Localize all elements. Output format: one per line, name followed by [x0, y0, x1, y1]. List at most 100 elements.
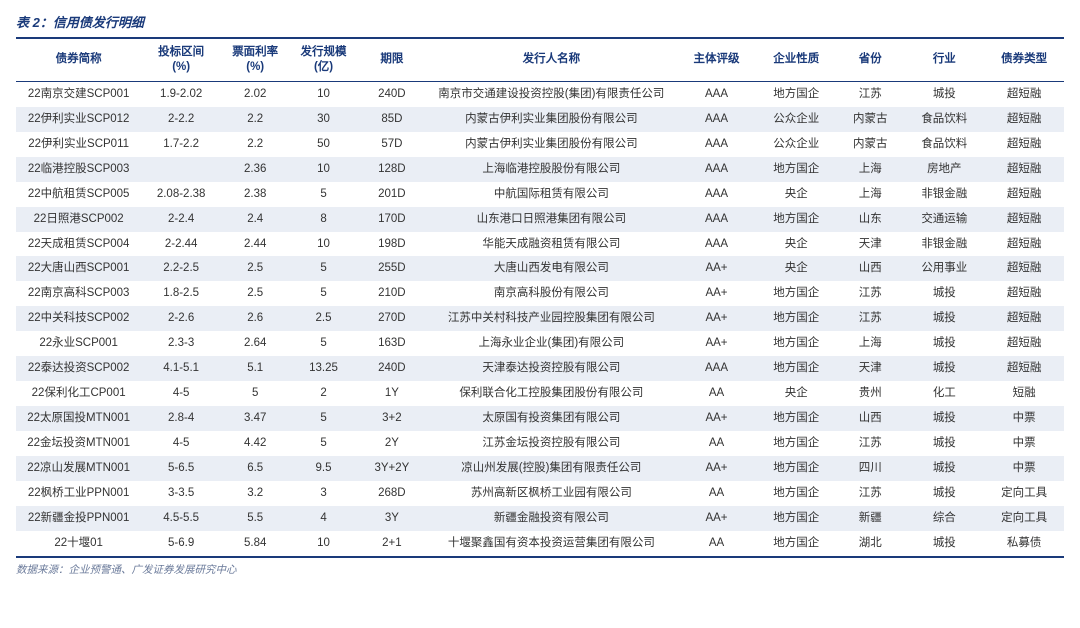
cell: AAA: [677, 207, 757, 232]
cell: 128D: [358, 157, 426, 182]
cell: AA: [677, 531, 757, 557]
table-row: 22伊利实业SCP0111.7-2.22.25057D内蒙古伊利实业集团股份有限…: [16, 132, 1064, 157]
table-row: 22永业SCP0012.3-32.645163D上海永业企业(集团)有限公司AA…: [16, 331, 1064, 356]
cell: AA: [677, 431, 757, 456]
cell: 57D: [358, 132, 426, 157]
cell: 2.3-3: [141, 331, 221, 356]
cell: 22新疆金投PPN001: [16, 506, 141, 531]
cell: [141, 157, 221, 182]
cell: 5: [289, 331, 357, 356]
cell: AAA: [677, 232, 757, 257]
cell: 中票: [984, 406, 1064, 431]
cell: 地方国企: [756, 431, 836, 456]
cell: 超短融: [984, 356, 1064, 381]
cell: 超短融: [984, 306, 1064, 331]
cell: 非银金融: [904, 232, 984, 257]
cell: 超短融: [984, 157, 1064, 182]
cell: 8: [289, 207, 357, 232]
cell: 超短融: [984, 331, 1064, 356]
cell: 山西: [836, 406, 904, 431]
cell: 央企: [756, 381, 836, 406]
cell: 22临港控股SCP003: [16, 157, 141, 182]
cell: 城投: [904, 281, 984, 306]
cell: 268D: [358, 481, 426, 506]
cell: 2.02: [221, 81, 289, 106]
cell: 中航国际租赁有限公司: [426, 182, 677, 207]
cell: 四川: [836, 456, 904, 481]
cell: 内蒙古伊利实业集团股份有限公司: [426, 132, 677, 157]
table-row: 22十堰015-6.95.84102+1十堰聚鑫国有资本投资运营集团有限公司AA…: [16, 531, 1064, 557]
cell: 1Y: [358, 381, 426, 406]
table-row: 22中航租赁SCP0052.08-2.382.385201D中航国际租赁有限公司…: [16, 182, 1064, 207]
table-row: 22日照港SCP0022-2.42.48170D山东港口日照港集团有限公司AAA…: [16, 207, 1064, 232]
cell: AAA: [677, 182, 757, 207]
cell: 2.08-2.38: [141, 182, 221, 207]
col-header-0: 债券简称: [16, 38, 141, 81]
cell: 地方国企: [756, 481, 836, 506]
cell: 上海永业企业(集团)有限公司: [426, 331, 677, 356]
cell: 城投: [904, 531, 984, 557]
cell: 央企: [756, 232, 836, 257]
table-row: 22临港控股SCP0032.3610128D上海临港控股股份有限公司AAA地方国…: [16, 157, 1064, 182]
cell: 房地产: [904, 157, 984, 182]
cell: AA+: [677, 456, 757, 481]
cell: AAA: [677, 132, 757, 157]
cell: 5.1: [221, 356, 289, 381]
cell: 地方国企: [756, 281, 836, 306]
table-row: 22中关科技SCP0022-2.62.62.5270D江苏中关村科技产业园控股集…: [16, 306, 1064, 331]
cell: AA+: [677, 281, 757, 306]
cell: 22泰达投资SCP002: [16, 356, 141, 381]
table-row: 22大唐山西SCP0012.2-2.52.55255D大唐山西发电有限公司AA+…: [16, 256, 1064, 281]
cell: AA+: [677, 506, 757, 531]
cell: 5-6.5: [141, 456, 221, 481]
cell: 210D: [358, 281, 426, 306]
cell: 2+1: [358, 531, 426, 557]
cell: 2.2-2.5: [141, 256, 221, 281]
cell: 地方国企: [756, 531, 836, 557]
cell: 超短融: [984, 207, 1064, 232]
cell: 短融: [984, 381, 1064, 406]
cell: 城投: [904, 81, 984, 106]
cell: 城投: [904, 431, 984, 456]
cell: 太原国有投资集团有限公司: [426, 406, 677, 431]
cell: 5: [289, 431, 357, 456]
data-source-footer: 数据来源：企业预警通、广发证券发展研究中心: [16, 562, 1064, 577]
cell: 22中关科技SCP002: [16, 306, 141, 331]
cell: 地方国企: [756, 356, 836, 381]
cell: 198D: [358, 232, 426, 257]
cell: AAA: [677, 81, 757, 106]
cell: 央企: [756, 182, 836, 207]
cell: 城投: [904, 406, 984, 431]
table-row: 22天成租赁SCP0042-2.442.4410198D华能天成融资租赁有限公司…: [16, 232, 1064, 257]
cell: 地方国企: [756, 306, 836, 331]
cell: 贵州: [836, 381, 904, 406]
cell: 食品饮料: [904, 107, 984, 132]
table-row: 22保利化工CP0014-5521Y保利联合化工控股集团股份有限公司AA央企贵州…: [16, 381, 1064, 406]
cell: 22十堰01: [16, 531, 141, 557]
cell: 2.4: [221, 207, 289, 232]
cell: 2-2.2: [141, 107, 221, 132]
cell: 地方国企: [756, 456, 836, 481]
cell: 苏州高新区枫桥工业园有限公司: [426, 481, 677, 506]
cell: 5: [289, 182, 357, 207]
cell: 3Y: [358, 506, 426, 531]
table-row: 22伊利实业SCP0122-2.22.23085D内蒙古伊利实业集团股份有限公司…: [16, 107, 1064, 132]
bond-issuance-table: 债券简称投标区间(%)票面利率(%)发行规模(亿)期限发行人名称主体评级企业性质…: [16, 37, 1064, 558]
cell: 2.8-4: [141, 406, 221, 431]
cell: 内蒙古: [836, 107, 904, 132]
cell: 地方国企: [756, 157, 836, 182]
cell: 保利联合化工控股集团股份有限公司: [426, 381, 677, 406]
cell: 非银金融: [904, 182, 984, 207]
cell: AA: [677, 481, 757, 506]
table-body: 22南京交建SCP0011.9-2.022.0210240D南京市交通建设投资控…: [16, 81, 1064, 556]
cell: 内蒙古: [836, 132, 904, 157]
cell: 2.2: [221, 132, 289, 157]
cell: 4: [289, 506, 357, 531]
cell: AAA: [677, 107, 757, 132]
cell: 央企: [756, 256, 836, 281]
col-header-3: 发行规模(亿): [289, 38, 357, 81]
table-row: 22枫桥工业PPN0013-3.53.23268D苏州高新区枫桥工业园有限公司A…: [16, 481, 1064, 506]
cell: 3+2: [358, 406, 426, 431]
cell: 超短融: [984, 232, 1064, 257]
cell: 地方国企: [756, 81, 836, 106]
